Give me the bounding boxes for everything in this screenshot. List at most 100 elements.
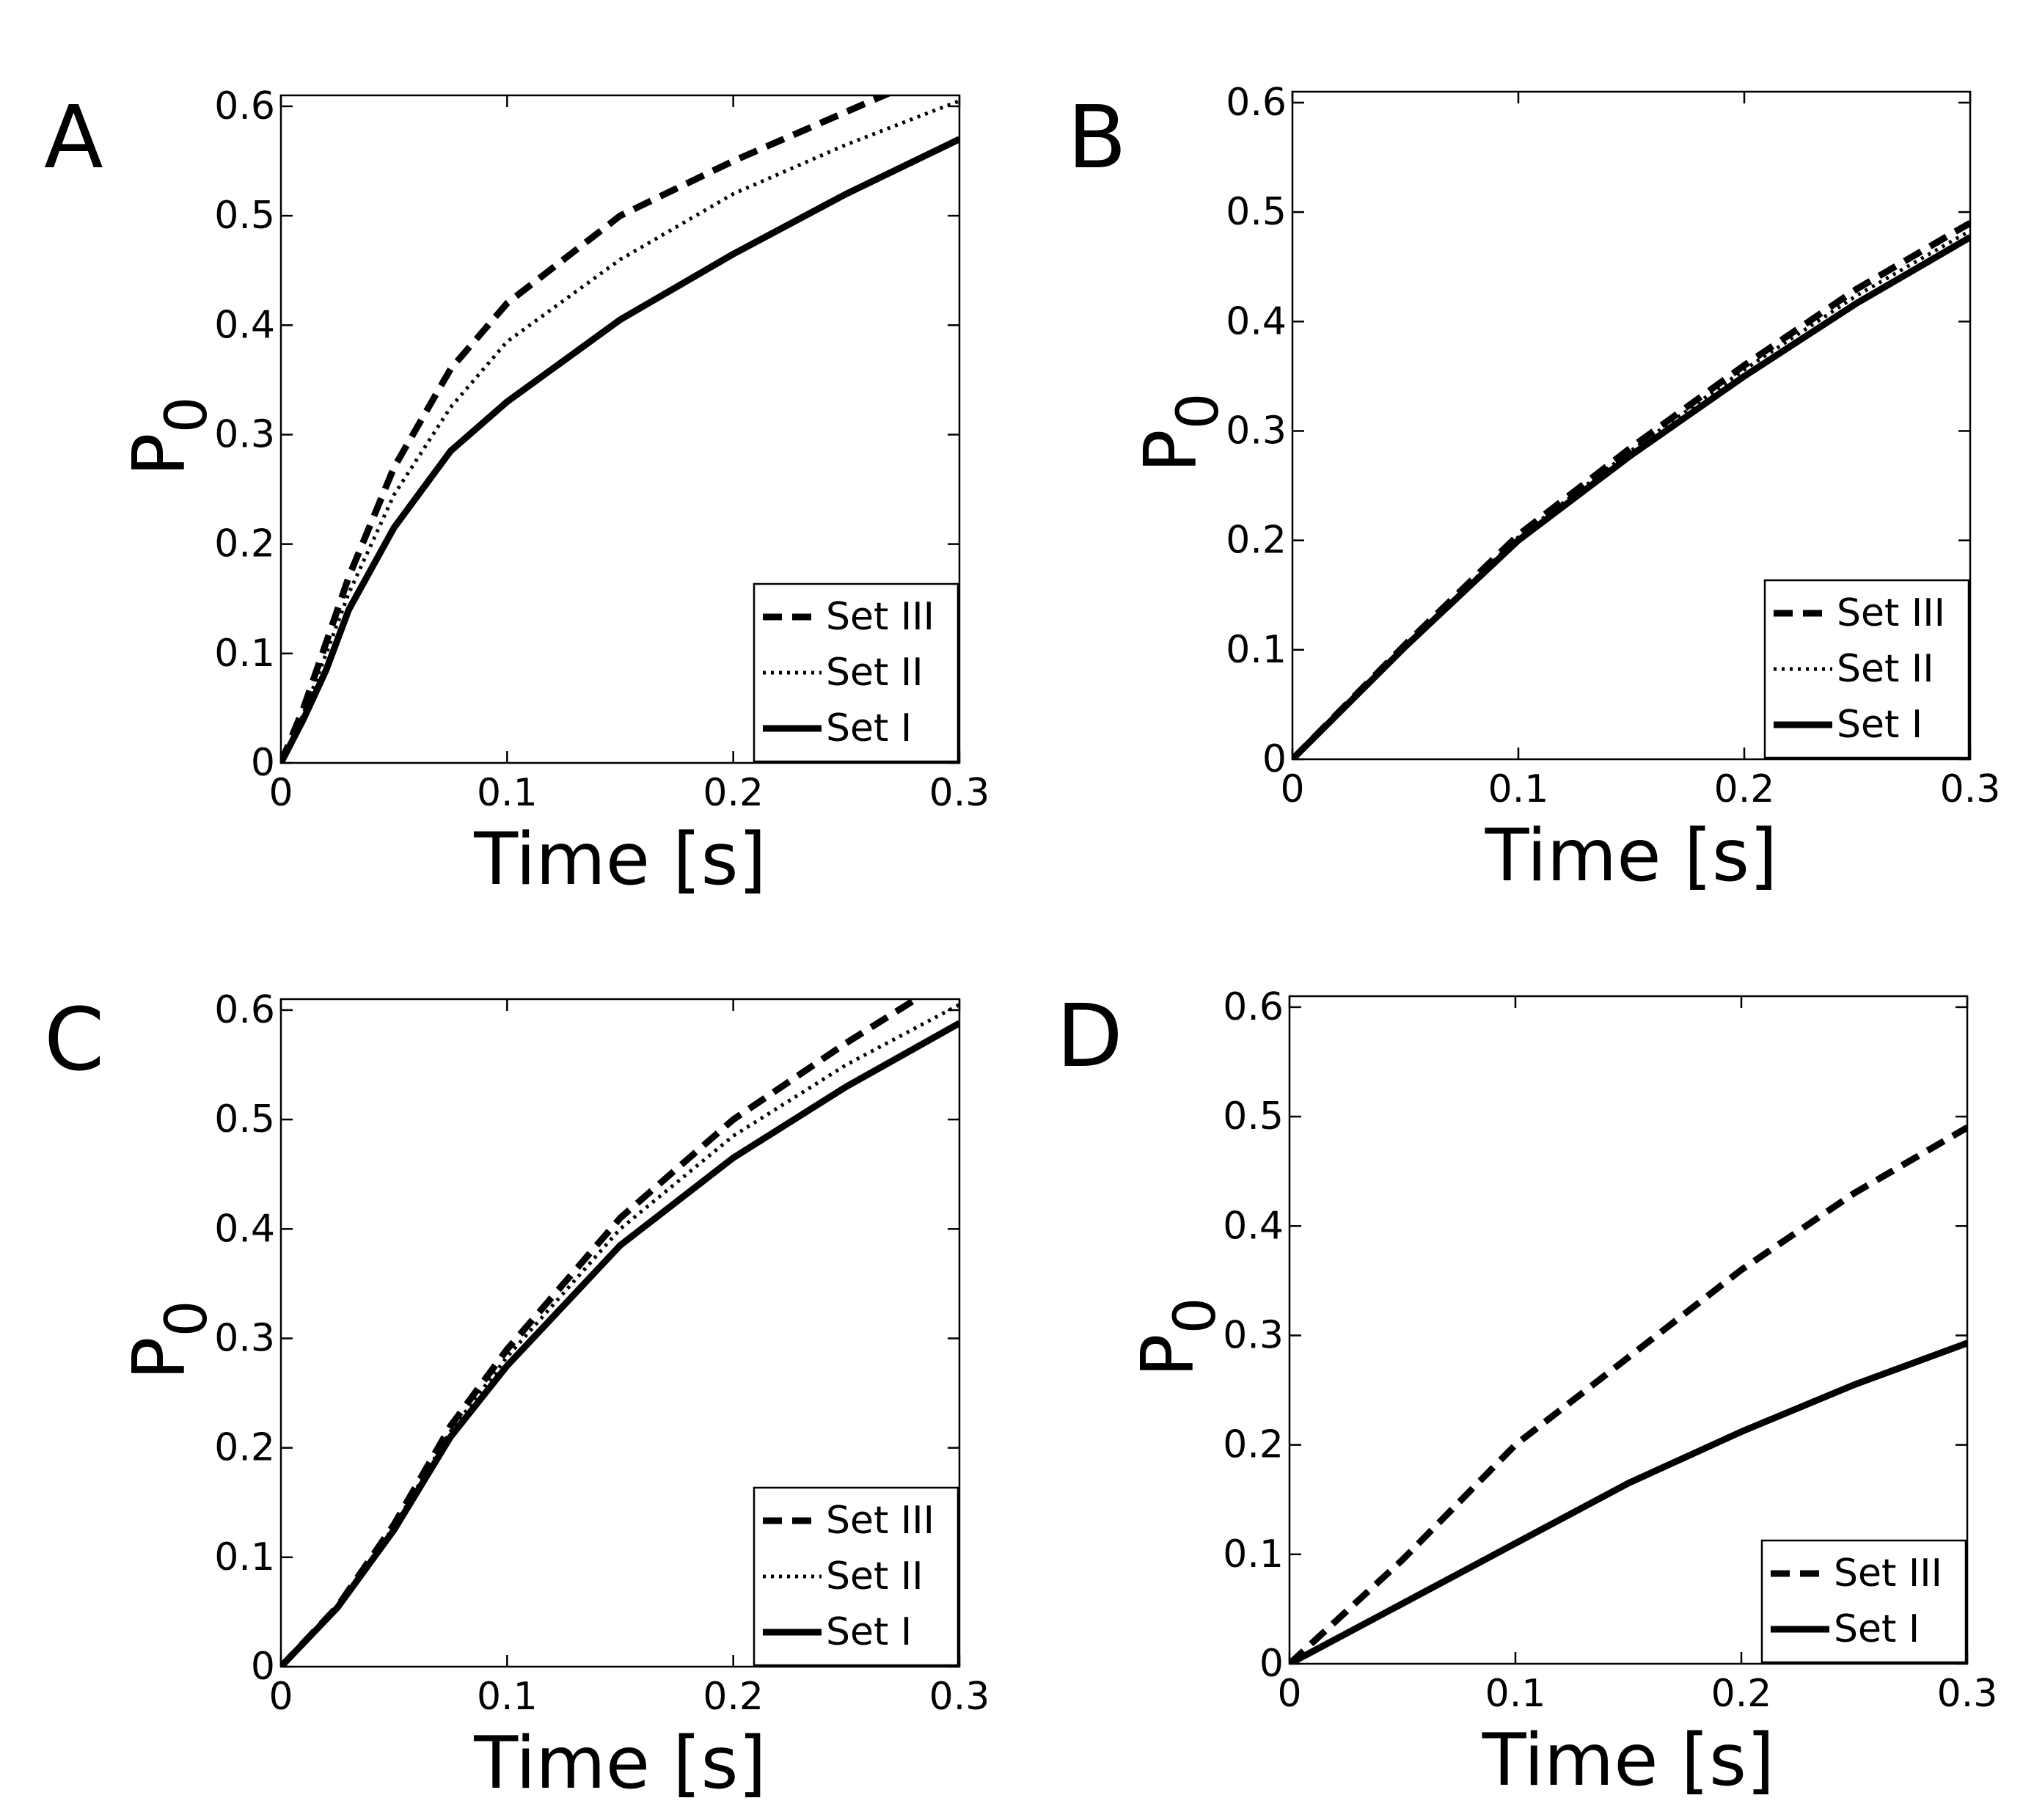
x-tick-label: 0.1 — [1488, 767, 1549, 811]
svg-text:P0: P0 — [1127, 1298, 1229, 1378]
y-tick-label: 0 — [1262, 737, 1287, 781]
y-axis-label: P0 — [1127, 1298, 1229, 1378]
y-tick-label: 0.3 — [214, 412, 275, 456]
axes-frame — [279, 998, 961, 1668]
y-tick-label: 0.6 — [214, 988, 275, 1032]
svg-text:P0: P0 — [118, 1301, 220, 1381]
legend-label: Set II — [826, 1554, 923, 1598]
y-tick-label: 0.3 — [1226, 409, 1287, 453]
y-axis-label-subscript: 0 — [1166, 393, 1232, 430]
x-tick-label: 0 — [268, 771, 293, 815]
y-tick-label: 0.1 — [1226, 628, 1287, 672]
x-tick-label: 0.1 — [477, 1675, 538, 1719]
x-tick-label: 0.2 — [1711, 1672, 1772, 1716]
panel-label: D — [1056, 985, 1123, 1086]
x-tick-label: 0 — [1277, 1672, 1301, 1716]
y-tick-label: 0.5 — [1226, 190, 1287, 234]
series-line-set-iii — [281, 999, 923, 1667]
panel-label: B — [1067, 87, 1127, 188]
y-tick-label: 0 — [251, 1645, 275, 1689]
x-tick-label: 0.3 — [929, 1675, 990, 1719]
y-tick-label: 0.3 — [214, 1316, 275, 1360]
legend: Set III Set II Set I — [753, 1486, 959, 1667]
series-line-set-i — [1289, 1340, 1967, 1664]
y-axis-label: P0 — [1130, 393, 1232, 473]
legend: Set III Set I — [1760, 1539, 1967, 1664]
y-tick-label: 0.2 — [1223, 1423, 1284, 1467]
legend-label: Set I — [826, 706, 912, 750]
legend: Set III Set II Set I — [753, 582, 959, 763]
y-axis-label-main: P — [118, 1337, 202, 1380]
x-axis-label: Time [s] — [1482, 1719, 1775, 1802]
x-tick-label: 0 — [1280, 767, 1304, 811]
legend-label: Set I — [1837, 703, 1923, 747]
y-axis-label-subscript: 0 — [1163, 1298, 1229, 1334]
svg-text:P0: P0 — [118, 397, 220, 477]
y-tick-label: 0.4 — [214, 1207, 275, 1251]
x-tick-label: 0.3 — [1940, 767, 2001, 811]
y-tick-label: 0.6 — [1226, 81, 1287, 125]
y-tick-label: 0.4 — [214, 303, 275, 347]
y-tick-label: 0.6 — [214, 84, 275, 128]
legend-label: Set III — [1837, 591, 1945, 635]
series-line-set-iii — [281, 95, 893, 763]
legend-label: Set III — [826, 1499, 934, 1543]
legend-label: Set II — [1837, 647, 1934, 691]
legend-label: Set III — [1834, 1552, 1942, 1596]
y-axis-label: P0 — [118, 397, 220, 477]
x-tick-label: 0.3 — [929, 771, 990, 815]
y-axis-label-main: P — [1127, 1334, 1210, 1377]
y-tick-label: 0 — [251, 741, 275, 785]
y-tick-label: 0.3 — [1223, 1313, 1284, 1357]
axes-frame — [1291, 90, 1972, 761]
legend-label: Set III — [826, 595, 934, 639]
axes-frame — [1288, 995, 1969, 1665]
y-tick-label: 0.6 — [1223, 985, 1284, 1029]
series-line-set-ii — [281, 99, 959, 763]
y-axis-label-main: P — [1130, 429, 1213, 472]
y-tick-label: 0.5 — [1223, 1094, 1284, 1139]
x-tick-label: 0.3 — [1937, 1672, 1998, 1716]
series-line-set-i — [1292, 234, 1970, 759]
legend: Set III Set II Set I — [1763, 579, 1970, 759]
x-tick-label: 0.1 — [1485, 1672, 1546, 1716]
y-tick-label: 0.1 — [214, 632, 275, 676]
x-tick-label: 0.2 — [1714, 767, 1775, 811]
x-axis-label: Time [s] — [473, 818, 767, 902]
series-line-set-iii — [1289, 1125, 1967, 1664]
series-line-set-i — [281, 1020, 959, 1667]
y-tick-label: 0.1 — [1223, 1532, 1284, 1576]
x-tick-label: 0 — [268, 1675, 293, 1719]
panel-label: A — [44, 87, 103, 188]
y-tick-label: 0.4 — [1226, 299, 1287, 343]
panel-D: D 0 0.1 0.2 0.3 0.4 0.5 0.6 0 0.1 0.2 0.3 Time [s] P0… — [1056, 985, 1997, 1802]
y-tick-label: 0.1 — [214, 1535, 275, 1579]
y-tick-label: 0.2 — [214, 522, 275, 566]
x-axis-label: Time [s] — [473, 1722, 767, 1805]
legend-box — [1760, 1539, 1967, 1664]
axes-frame — [279, 94, 961, 764]
y-axis-label-main: P — [118, 433, 202, 476]
svg-text:P0: P0 — [1130, 393, 1232, 473]
legend-label: Set II — [826, 651, 923, 695]
y-tick-label: 0.5 — [214, 194, 275, 238]
legend-label: Set I — [826, 1610, 912, 1654]
y-tick-label: 0.5 — [214, 1097, 275, 1141]
x-axis-label: Time [s] — [1485, 814, 1778, 898]
y-axis-label: P0 — [118, 1301, 220, 1381]
y-tick-label: 0.2 — [214, 1426, 275, 1470]
panel-label: C — [44, 989, 104, 1090]
x-tick-label: 0.2 — [703, 771, 764, 815]
x-tick-label: 0.2 — [703, 1675, 764, 1719]
y-axis-label-subscript: 0 — [154, 397, 220, 434]
series-line-set-i — [281, 136, 959, 763]
x-tick-label: 0.1 — [477, 771, 538, 815]
y-tick-label: 0.4 — [1223, 1204, 1284, 1248]
legend-label: Set I — [1834, 1607, 1920, 1651]
y-axis-label-subscript: 0 — [154, 1301, 220, 1337]
y-tick-label: 0.2 — [1226, 519, 1287, 563]
